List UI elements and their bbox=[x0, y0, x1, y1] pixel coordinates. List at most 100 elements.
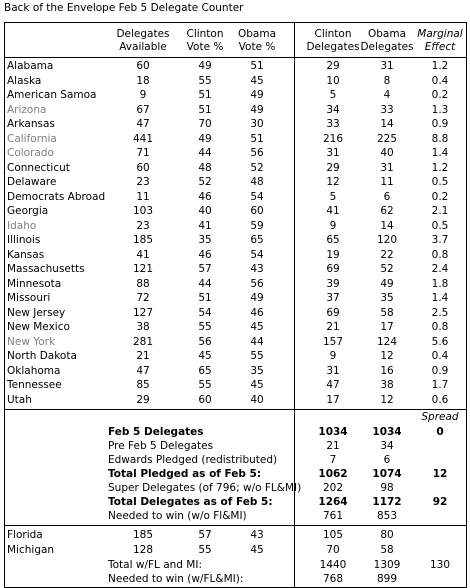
cell-value: 71 bbox=[136, 147, 150, 159]
cell-value: 124 bbox=[376, 335, 398, 348]
cell-value: 33 bbox=[326, 118, 340, 130]
state-name: Connecticut bbox=[7, 161, 70, 174]
cell-value: 120 bbox=[376, 234, 398, 246]
summary-value: 761 bbox=[322, 510, 344, 522]
cell-value: 12 bbox=[326, 176, 340, 188]
summary-label: Needed to win (w/FL&MI): bbox=[108, 573, 244, 585]
cell-value: 33 bbox=[380, 103, 394, 116]
cell-value: 281 bbox=[132, 335, 154, 348]
cell-value: 6 bbox=[383, 190, 391, 203]
state-name: Democrats Abroad bbox=[7, 190, 106, 203]
state-name: Kansas bbox=[7, 248, 45, 261]
summary-value: 1440 bbox=[319, 559, 347, 571]
cell-value: 31 bbox=[326, 147, 340, 159]
cell-value: 51 bbox=[250, 132, 264, 145]
summary-label: Pre Feb 5 Delegates bbox=[108, 440, 214, 452]
rule bbox=[4, 409, 467, 410]
state-name: Arkansas bbox=[7, 118, 55, 130]
summary-spread: 12 bbox=[432, 468, 448, 480]
title: Back of the Envelope Feb 5 Delegate Coun… bbox=[4, 2, 244, 14]
summary-value: 1062 bbox=[318, 468, 348, 480]
cell-value: 8 bbox=[383, 74, 391, 87]
summary-value: 34 bbox=[380, 440, 394, 452]
cell-value: 10 bbox=[326, 74, 340, 87]
cell-value: 43 bbox=[250, 263, 264, 275]
summary-label: Edwards Pledged (redistributed) bbox=[108, 454, 278, 466]
summary-value: 899 bbox=[376, 573, 398, 585]
cell-value: 45 bbox=[250, 321, 264, 333]
cell-value: 4 bbox=[383, 89, 391, 101]
cell-value: 29 bbox=[136, 393, 150, 406]
cell-value: 70 bbox=[326, 544, 340, 556]
state-name: American Samoa bbox=[7, 89, 97, 101]
cell-value: 72 bbox=[136, 292, 150, 304]
cell-value: 54 bbox=[250, 248, 264, 261]
cell-value: 441 bbox=[132, 132, 154, 145]
summary-value: 21 bbox=[326, 440, 340, 452]
cell-value: 69 bbox=[326, 306, 340, 319]
cell-value: 31 bbox=[380, 161, 394, 174]
cell-value: 44 bbox=[250, 335, 264, 348]
cell-value: 51 bbox=[198, 89, 212, 101]
cell-value: 5.6 bbox=[431, 335, 449, 348]
cell-value: 0.5 bbox=[431, 176, 449, 188]
cell-value: 55 bbox=[198, 379, 212, 391]
cell-value: 44 bbox=[198, 147, 212, 159]
cell-value: 49 bbox=[198, 60, 212, 72]
cell-value: 0.4 bbox=[431, 350, 449, 362]
cell-value: 0.5 bbox=[431, 219, 449, 232]
state-name: Arizona bbox=[7, 103, 47, 116]
summary-label: Total w/FL and MI: bbox=[108, 559, 202, 571]
cell-value: 60 bbox=[198, 393, 212, 406]
column-header: Obama Delegates bbox=[360, 28, 414, 53]
cell-value: 55 bbox=[198, 321, 212, 333]
cell-value: 22 bbox=[380, 248, 394, 261]
cell-value: 35 bbox=[250, 364, 264, 377]
cell-value: 60 bbox=[136, 60, 150, 72]
cell-value: 54 bbox=[250, 190, 264, 203]
cell-value: 47 bbox=[326, 379, 340, 391]
cell-value: 52 bbox=[250, 161, 264, 174]
summary-label: Super Delegates (of 796; w/o FL&MI) bbox=[108, 482, 302, 494]
state-name: New Jersey bbox=[7, 306, 66, 319]
cell-value: 9 bbox=[329, 350, 337, 362]
cell-value: 2.5 bbox=[431, 306, 449, 319]
cell-value: 70 bbox=[198, 118, 212, 130]
cell-value: 0.4 bbox=[431, 74, 449, 87]
summary-value: 98 bbox=[380, 482, 394, 494]
cell-value: 0.9 bbox=[431, 118, 449, 130]
cell-value: 2.1 bbox=[431, 205, 449, 217]
cell-value: 1.4 bbox=[431, 147, 449, 159]
spread-header: Spread bbox=[421, 411, 459, 423]
cell-value: 1.8 bbox=[431, 277, 449, 290]
cell-value: 157 bbox=[322, 335, 344, 348]
cell-value: 40 bbox=[250, 393, 264, 406]
cell-value: 54 bbox=[198, 306, 212, 319]
cell-value: 16 bbox=[380, 364, 394, 377]
cell-value: 55 bbox=[198, 74, 212, 87]
cell-value: 43 bbox=[250, 529, 264, 541]
cell-value: 35 bbox=[380, 292, 394, 304]
cell-value: 52 bbox=[380, 263, 394, 275]
cell-value: 40 bbox=[380, 147, 394, 159]
cell-value: 41 bbox=[198, 219, 212, 232]
state-name: Utah bbox=[7, 393, 32, 406]
cell-value: 46 bbox=[250, 306, 264, 319]
cell-value: 0.6 bbox=[431, 393, 449, 406]
rule bbox=[4, 525, 467, 526]
cell-value: 31 bbox=[380, 60, 394, 72]
cell-value: 12 bbox=[380, 350, 394, 362]
summary-label: Needed to win (w/o Fl&MI) bbox=[108, 510, 247, 522]
cell-value: 40 bbox=[198, 205, 212, 217]
state-name: California bbox=[7, 132, 57, 145]
cell-value: 46 bbox=[198, 190, 212, 203]
cell-value: 34 bbox=[326, 103, 340, 116]
cell-value: 52 bbox=[198, 176, 212, 188]
cell-value: 17 bbox=[380, 321, 394, 333]
summary-spread: 0 bbox=[436, 426, 444, 438]
cell-value: 14 bbox=[380, 118, 394, 130]
cell-value: 29 bbox=[326, 161, 340, 174]
cell-value: 1.7 bbox=[431, 379, 449, 391]
rule bbox=[4, 57, 467, 58]
